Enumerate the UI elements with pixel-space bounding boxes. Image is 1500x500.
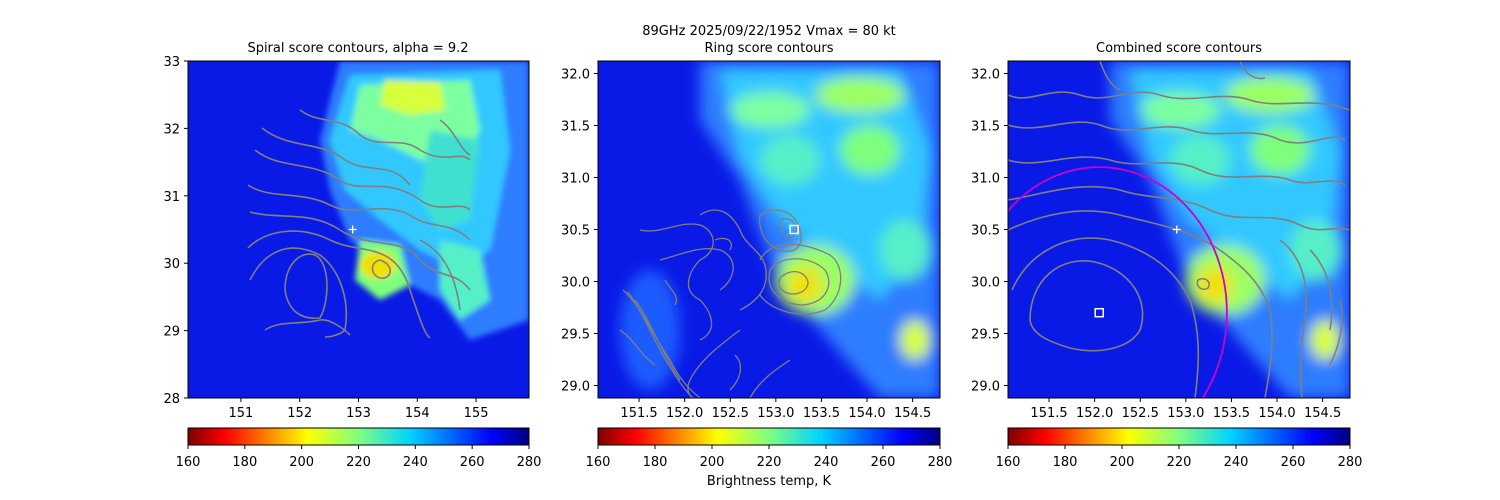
heatmap-spiral <box>188 61 529 398</box>
y-tick-label-ring: 29.0 <box>561 380 590 395</box>
panel-spiral: Spiral score contours, alpha = 9.2 <box>163 41 541 470</box>
ticks-ring: 151.5 152.0 152.5 153.0 153.5 154.0 154.5 29.0 2… <box>561 67 931 421</box>
colorbar-tick-label: 200 <box>700 455 725 470</box>
center-plus-marker <box>348 225 357 234</box>
markers-spiral <box>348 225 357 234</box>
x-tick-label-ring: 151.5 <box>620 406 657 421</box>
colorbar-tick-label: 240 <box>814 455 839 470</box>
ticks-combined: 151.5 152.0 152.5 153.0 153.5 154.0 154.5 29.0 2… <box>971 67 1341 421</box>
y-tick-label-ring: 31.5 <box>561 119 590 134</box>
x-tick-label-combined: 152.0 <box>1076 406 1113 421</box>
y-tick-label-ring: 32.0 <box>561 67 590 82</box>
colorbar-tick-label: 180 <box>643 455 668 470</box>
markers-ring <box>789 224 799 235</box>
contours-ring <box>619 209 842 398</box>
x-tick-label-ring: 152.5 <box>712 406 749 421</box>
colorbar-tick-label: 220 <box>757 455 782 470</box>
y-tick-label-combined: 31.5 <box>971 119 1000 134</box>
figure-suptitle: 89GHz 2025/09/22/1952 Vmax = 80 kt <box>642 24 896 39</box>
colorbar-tick-label: 280 <box>928 455 953 470</box>
colorbar-tick-label: 220 <box>1167 455 1192 470</box>
y-tick-label-combined: 30.5 <box>971 224 1000 239</box>
y-tick-label-spiral: 30 <box>163 257 180 272</box>
colorbar-ticks-spiral: 160 180 200 220 240 260 280 <box>176 445 542 470</box>
colorbar-ticks-combined: 160 180 200 220 240 260 280 <box>996 445 1363 470</box>
x-tick-label-ring: 154.0 <box>848 406 885 421</box>
x-tick-label-ring: 153.5 <box>803 406 840 421</box>
colorbar-tick-label: 260 <box>460 455 485 470</box>
x-tick-label-spiral: 154 <box>405 406 430 421</box>
panel-combined: Combined score contours <box>971 41 1362 470</box>
heatmap-ring <box>598 61 940 398</box>
y-tick-label-ring: 30.0 <box>561 276 590 291</box>
colorbar-gradient-ring <box>597 427 941 446</box>
markers-combined <box>1094 225 1181 318</box>
panel-ring: Ring score contours <box>561 41 952 489</box>
colorbar-tick-label: 260 <box>1281 455 1306 470</box>
y-tick-label-spiral: 28 <box>163 392 180 407</box>
colorbar-tick-label: 160 <box>176 455 201 470</box>
y-tick-label-ring: 29.5 <box>561 328 590 343</box>
colorbar-ring: 160 180 200 220 240 260 280 <box>586 427 953 470</box>
colorbar-tick-label: 180 <box>232 455 257 470</box>
colorbar-tick-label: 280 <box>1338 455 1363 470</box>
panel-title-ring: Ring score contours <box>704 41 833 56</box>
x-tick-label-ring: 154.5 <box>894 406 931 421</box>
contours-combined <box>1008 61 1350 398</box>
x-tick-label-combined: 154.0 <box>1258 406 1295 421</box>
x-tick-label-combined: 151.5 <box>1030 406 1067 421</box>
x-tick-label-combined: 154.5 <box>1304 406 1341 421</box>
colorbar-tick-label: 220 <box>346 455 371 470</box>
center-square-marker <box>789 224 799 235</box>
colorbar-gradient-spiral <box>187 427 530 446</box>
x-tick-label-spiral: 153 <box>346 406 371 421</box>
colorbar-tick-label: 260 <box>871 455 896 470</box>
y-tick-label-ring: 31.0 <box>561 171 590 186</box>
colorbar-tick-label: 180 <box>1053 455 1078 470</box>
radius-circle <box>1008 166 1228 398</box>
y-tick-label-spiral: 32 <box>163 122 180 137</box>
center-plus-marker <box>1172 225 1181 234</box>
colorbar-tick-label: 200 <box>289 455 314 470</box>
colorbar-spiral: 160 180 200 220 240 260 280 <box>176 427 542 470</box>
colorbar-combined: 160 180 200 220 240 260 280 <box>996 427 1363 470</box>
colorbar-tick-label: 240 <box>403 455 428 470</box>
y-tick-label-spiral: 31 <box>163 190 180 205</box>
contours-spiral <box>247 109 471 339</box>
colorbar-tick-label: 160 <box>586 455 611 470</box>
panel-title-combined: Combined score contours <box>1096 41 1262 56</box>
colorbar-tick-label: 280 <box>517 455 542 470</box>
panel-title-spiral: Spiral score contours, alpha = 9.2 <box>247 41 468 56</box>
x-tick-label-combined: 152.5 <box>1122 406 1159 421</box>
x-tick-label-ring: 152.0 <box>666 406 703 421</box>
y-tick-label-ring: 30.5 <box>561 224 590 239</box>
x-tick-label-combined: 153.5 <box>1213 406 1250 421</box>
center-square-marker <box>1094 307 1104 318</box>
y-tick-label-combined: 29.5 <box>971 328 1000 343</box>
y-tick-label-combined: 31.0 <box>971 171 1000 186</box>
y-tick-label-combined: 30.0 <box>971 276 1000 291</box>
colorbar-gradient-combined <box>1007 427 1351 446</box>
x-tick-label-spiral: 151 <box>228 406 253 421</box>
x-tick-label-spiral: 155 <box>464 406 489 421</box>
x-tick-label-spiral: 152 <box>287 406 312 421</box>
y-tick-label-combined: 29.0 <box>971 380 1000 395</box>
y-tick-label-combined: 32.0 <box>971 67 1000 82</box>
radius-circle-line <box>1008 166 1228 398</box>
x-tick-label-combined: 153.0 <box>1167 406 1204 421</box>
colorbar-label: Brightness temp, K <box>707 474 832 489</box>
y-tick-label-spiral: 33 <box>163 55 180 70</box>
x-tick-label-ring: 153.0 <box>757 406 794 421</box>
colorbar-tick-label: 200 <box>1110 455 1135 470</box>
colorbar-ticks-ring: 160 180 200 220 240 260 280 <box>586 445 953 470</box>
ticks-spiral: 151 152 153 154 155 28 29 30 31 32 33 <box>163 55 488 421</box>
colorbar-tick-label: 160 <box>996 455 1021 470</box>
y-tick-label-spiral: 29 <box>163 325 180 340</box>
colorbar-tick-label: 240 <box>1224 455 1249 470</box>
